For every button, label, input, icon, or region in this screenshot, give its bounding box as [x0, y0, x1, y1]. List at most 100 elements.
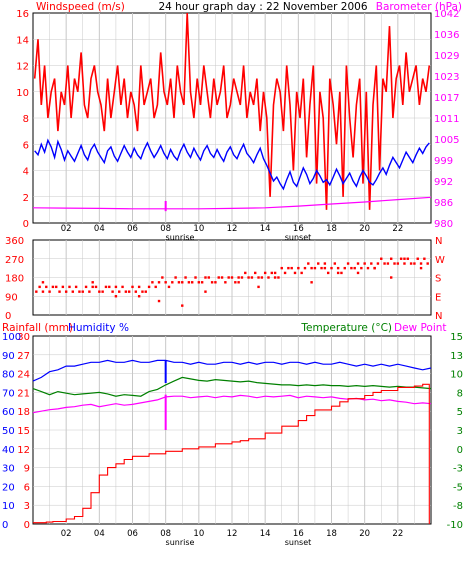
- direction-point: [204, 276, 207, 279]
- barometer-tick-label: 980: [434, 219, 453, 230]
- temperature-axis-label: Temperature (°C): [300, 322, 392, 334]
- direction-point: [154, 285, 157, 289]
- sunrise-label: sunrise: [166, 233, 195, 242]
- direction-point: [390, 257, 393, 260]
- barometer-tick-label: 1036: [434, 30, 459, 41]
- time-tick-label: 08: [160, 529, 171, 539]
- direction-point: [147, 285, 151, 289]
- direction-point: [333, 262, 337, 265]
- sunset-label-bottom: sunset: [285, 538, 312, 547]
- barometer-tick-label: 1042: [434, 9, 459, 20]
- windspeed-tick-label: 2: [23, 193, 29, 204]
- sunset-label: sunset: [285, 233, 312, 242]
- direction-point: [273, 271, 277, 275]
- direction-point: [416, 257, 419, 260]
- direction-left-ticks: 0 90 180 270 360: [5, 236, 24, 322]
- direction-point: [207, 276, 210, 279]
- direction-point: [111, 290, 114, 293]
- humidity-tick-label: 80: [2, 370, 15, 381]
- direction-point: [409, 262, 413, 265]
- temp-series: [32, 359, 432, 524]
- direction-point: [376, 262, 380, 265]
- direction-point: [366, 266, 370, 270]
- wind-series: [32, 12, 432, 212]
- rain-tick-label: 15: [17, 426, 30, 437]
- compass-tick-label: N: [435, 236, 442, 247]
- rain-tick-label: 0: [24, 520, 30, 531]
- wind-time-ticks: 02 04 06 08 10 12 14 16 18 20 22: [61, 224, 403, 234]
- humidity-axis-label: Humidity %: [68, 322, 129, 334]
- temperature-line: [32, 376, 432, 397]
- direction-point: [187, 281, 191, 284]
- direction-point: [91, 281, 94, 284]
- windspeed-tick-label: 12: [16, 62, 29, 73]
- direction-point: [356, 262, 360, 265]
- direction-point: [78, 290, 81, 293]
- direction-point: [237, 276, 240, 279]
- direction-point: [297, 266, 300, 270]
- time-tick-label: 04: [94, 224, 105, 234]
- average-wind-line: [34, 138, 430, 191]
- direction-point: [45, 285, 48, 289]
- direction-point: [121, 285, 124, 289]
- barometer-tick-label: 992: [434, 177, 453, 188]
- barometer-right-ticks: 980 986 992 999 1005 1011 1017 1023 1029 1036 1042: [434, 9, 459, 230]
- direction-point: [167, 285, 171, 289]
- direction-point: [94, 285, 98, 289]
- time-tick-label: 10: [193, 529, 204, 539]
- direction-point: [277, 276, 280, 279]
- direction-point: [250, 276, 254, 279]
- direction-point: [426, 262, 429, 265]
- windspeed-tick-label: 8: [23, 114, 29, 125]
- direction-point: [71, 290, 74, 293]
- barometer-tick-label: 1011: [434, 114, 459, 125]
- rainfall-axis-label: Rainfall (mm): [2, 322, 73, 334]
- direction-point: [58, 290, 61, 293]
- direction-point: [217, 276, 220, 279]
- wind-grid: [33, 13, 431, 223]
- time-tick-label: 02: [61, 529, 72, 539]
- windspeed-tick-label: 16: [16, 9, 29, 20]
- direction-point: [151, 281, 154, 284]
- time-tick-label: 16: [293, 529, 304, 539]
- time-tick-label: 18: [326, 224, 337, 234]
- direction-point: [88, 290, 91, 293]
- direction-point: [161, 276, 164, 279]
- temperature-right-ticks: -10 -8 -5 -3 0 3 5 8 10 13 15: [447, 332, 463, 531]
- time-tick-label: 10: [193, 224, 204, 234]
- humidity-tick-label: 50: [2, 426, 15, 437]
- direction-point: [280, 266, 283, 270]
- temperature-tick-label: 0: [457, 445, 463, 456]
- barometer-axis-label: Barometer (hPa): [376, 1, 462, 13]
- rain-tick-label: 30: [17, 332, 30, 343]
- windspeed-tick-label: 4: [23, 167, 29, 178]
- direction-point: [336, 266, 340, 270]
- direction-point: [336, 271, 340, 275]
- temperature-tick-label: -8: [453, 501, 463, 512]
- rain-tick-label: 3: [24, 501, 30, 512]
- humidity-tick-label: 60: [2, 407, 15, 418]
- direction-tick-label: 90: [5, 292, 18, 303]
- direction-point: [108, 285, 111, 289]
- direction-point: [61, 285, 65, 289]
- direction-point: [181, 304, 184, 307]
- direction-series: [35, 257, 429, 307]
- direction-point: [257, 285, 260, 289]
- direction-point: [124, 290, 128, 293]
- direction-point: [396, 262, 400, 265]
- direction-point: [41, 290, 45, 293]
- direction-point: [157, 281, 161, 284]
- direction-point: [399, 257, 403, 260]
- rainfall-line: [33, 383, 430, 524]
- direction-tick-label: 360: [5, 236, 24, 247]
- direction-point: [293, 271, 297, 275]
- time-tick-label: 22: [392, 529, 403, 539]
- direction-point: [307, 262, 310, 265]
- direction-point: [98, 290, 101, 293]
- direction-point: [330, 266, 333, 270]
- direction-point: [373, 266, 376, 270]
- direction-point: [184, 276, 187, 279]
- temperature-tick-label: 3: [457, 426, 463, 437]
